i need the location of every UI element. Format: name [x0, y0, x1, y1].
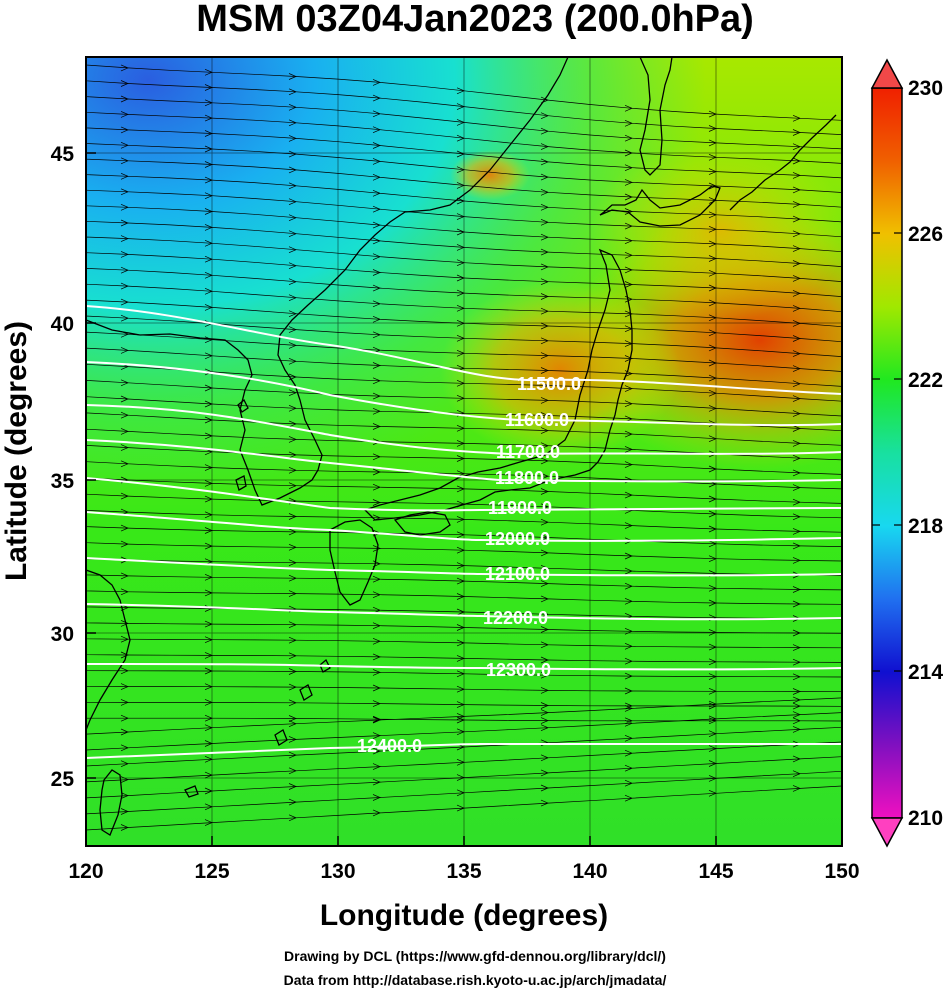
streamline	[86, 510, 842, 533]
streamline	[86, 283, 842, 328]
credit-line-dcl: Drawing by DCL (https://www.gfd-dennou.o…	[284, 948, 666, 964]
lon-tick-label: 125	[194, 860, 229, 883]
contour-line	[85, 557, 843, 577]
streamline	[86, 189, 842, 238]
contour-line	[85, 305, 843, 395]
streamline	[86, 62, 842, 121]
y-tick-labels: 25 30 35 40 45	[51, 143, 75, 791]
streamline	[86, 252, 842, 297]
streamline	[86, 205, 842, 253]
streamline	[86, 770, 842, 815]
contour-label: 12000.0	[485, 529, 550, 549]
contour-line	[85, 439, 843, 483]
streamline	[86, 94, 842, 150]
streamline	[86, 654, 842, 663]
lon-tick-label: 130	[320, 860, 355, 883]
lon-tick-label: 135	[446, 860, 481, 883]
contour-line	[85, 404, 843, 456]
streamline	[86, 697, 842, 735]
streamline	[86, 638, 842, 649]
streamline	[86, 78, 842, 135]
colorbar-min-arrow	[870, 817, 904, 848]
credit-line-data: Data from http://database.rish.kyoto-u.a…	[283, 972, 667, 988]
colorbar-tick-label: 226	[908, 223, 943, 246]
streamline	[86, 590, 842, 605]
streamline	[86, 574, 842, 591]
x-tick-labels: 120 125 130 135 140 145 150	[68, 860, 859, 883]
colorbar-tick-label: 218	[908, 515, 943, 538]
streamline	[86, 331, 842, 372]
contour-label: 12200.0	[483, 608, 548, 628]
streamline	[86, 268, 842, 313]
lat-tick-label: 30	[51, 623, 74, 646]
contour-label: 12300.0	[486, 660, 551, 680]
contour-line	[85, 511, 843, 542]
streamline	[86, 299, 842, 343]
lon-tick-label: 120	[68, 860, 103, 883]
streamline	[86, 717, 842, 722]
streamline	[86, 445, 842, 475]
lon-tick-label: 150	[824, 860, 859, 883]
streamline	[86, 756, 842, 799]
contour-line	[85, 742, 842, 759]
streamline	[86, 110, 842, 164]
lon-tick-label: 145	[698, 860, 733, 883]
streamline	[86, 558, 842, 576]
axis-ticks	[85, 152, 843, 846]
colorbar: 230 226 222 218 214 210	[870, 58, 943, 848]
streamline	[86, 670, 842, 678]
streamline	[86, 220, 842, 267]
contour-labels: 11500.0 11600.0 11700.0 11800.0 11900.0 …	[357, 374, 581, 756]
streamline	[86, 174, 842, 223]
streamline	[86, 158, 842, 208]
contour-label: 11500.0	[517, 374, 581, 394]
colorbar-max-arrow	[870, 58, 904, 89]
x-axis-label: Longitude (degrees)	[320, 899, 608, 932]
lat-tick-label: 40	[51, 313, 74, 336]
contour-label: 11700.0	[496, 442, 560, 462]
streamline	[86, 315, 842, 357]
page-title: MSM 03Z04Jan2023 (200.0hPa)	[196, 0, 754, 40]
lon-tick-label: 140	[572, 860, 607, 883]
contour-label: 12400.0	[357, 736, 422, 756]
colorbar-tick-label: 222	[908, 369, 943, 392]
lat-tick-label: 35	[51, 470, 75, 493]
streamline	[86, 606, 842, 620]
streamline	[86, 686, 842, 693]
contour-line	[85, 477, 843, 512]
streamline	[86, 142, 842, 193]
streamline	[86, 526, 842, 547]
colorbar-tick-label: 230	[908, 77, 943, 100]
streamline	[86, 493, 842, 519]
height-contours	[85, 305, 843, 759]
contour-label: 12100.0	[485, 564, 550, 584]
streamline	[86, 126, 842, 179]
contour-label: 11900.0	[488, 498, 552, 518]
y-axis-label: Latitude (degrees)	[0, 321, 33, 581]
streamline	[86, 236, 842, 282]
streamline	[86, 622, 842, 634]
colorbar-tick-label: 210	[908, 807, 943, 830]
colorbar-tick-label: 214	[908, 661, 943, 684]
lat-tick-label: 45	[51, 143, 75, 166]
streamline	[86, 542, 842, 562]
streamline	[86, 412, 842, 446]
streamline	[86, 741, 842, 783]
contour-line	[85, 361, 843, 427]
contour-label: 11600.0	[505, 410, 569, 430]
streamline	[86, 461, 842, 490]
streamline	[86, 380, 842, 417]
streamline	[86, 701, 842, 707]
contour-label: 11800.0	[495, 468, 559, 488]
contour-line	[85, 663, 843, 671]
contour-line	[85, 603, 843, 621]
lat-tick-label: 25	[51, 768, 75, 791]
